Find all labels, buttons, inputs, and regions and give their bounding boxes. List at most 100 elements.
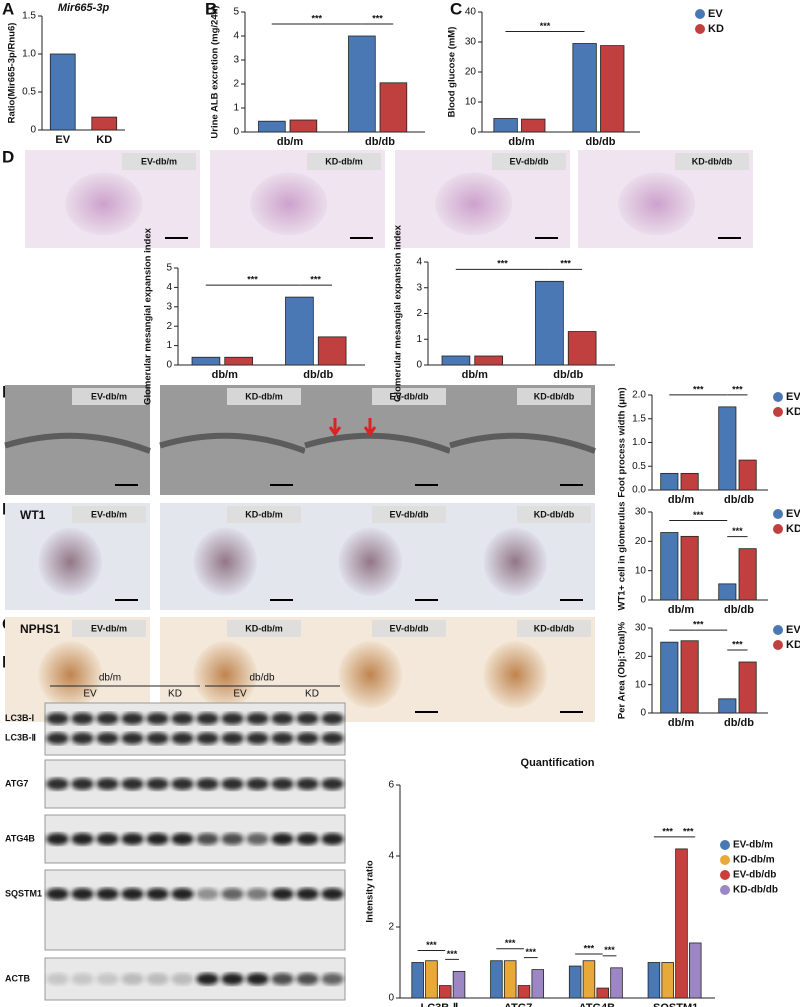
blot-panel <box>44 759 346 809</box>
band <box>146 833 169 845</box>
x-tick-label: ATG7 <box>504 1002 533 1007</box>
significance-label: *** <box>311 13 322 23</box>
band <box>146 888 169 900</box>
band <box>96 732 119 745</box>
micrograph-label: KD-db/m <box>325 156 363 166</box>
y-tick-label: 3 <box>233 55 239 66</box>
micrograph-label: KD-db/db <box>534 623 575 633</box>
legend-label: EV-db/m <box>733 840 773 851</box>
significance-label: *** <box>447 949 458 959</box>
band <box>121 732 144 745</box>
label-box <box>122 153 196 170</box>
y-tick-label: 5 <box>233 7 239 18</box>
bar <box>568 965 582 999</box>
blot-panel <box>44 869 346 951</box>
micrograph-label: EV-db/db <box>390 623 429 633</box>
membrane <box>449 432 597 454</box>
bar <box>224 356 253 366</box>
band <box>146 973 169 985</box>
bar <box>567 331 597 366</box>
legend-marker <box>773 625 783 635</box>
blot-panel <box>44 814 346 864</box>
y-tick-label: 1 <box>416 334 422 345</box>
y-axis-label: Urine ALB excretion (mg/24h) <box>210 5 221 138</box>
legend-marker <box>695 9 705 19</box>
y-tick-label: 1.5 <box>22 11 36 22</box>
y-tick-label: 0 <box>416 360 422 371</box>
y-tick-label: 2 <box>416 308 422 319</box>
y-tick-label: 1 <box>233 103 239 114</box>
x-tick-label: EV <box>55 134 70 146</box>
band <box>196 833 219 845</box>
x-tick-label: db/m <box>462 369 488 381</box>
glomerulus <box>193 641 258 709</box>
band <box>221 712 244 725</box>
bar <box>91 116 118 131</box>
band <box>46 973 69 985</box>
panel-letter: C <box>450 0 462 18</box>
bar <box>680 535 699 601</box>
y-axis-label: Intensity ratio <box>365 860 376 922</box>
significance-label: *** <box>310 274 321 284</box>
band <box>296 973 319 985</box>
band <box>296 778 319 790</box>
y-tick-label: 30 <box>635 507 647 518</box>
band <box>246 833 269 845</box>
row-label: NPHS1 <box>20 622 60 636</box>
significance-label: *** <box>526 947 537 957</box>
band <box>321 833 344 845</box>
bar <box>521 118 546 133</box>
band <box>46 732 69 745</box>
y-tick-label: 1.0 <box>22 49 36 60</box>
y-tick-label: 0 <box>470 127 476 138</box>
label-box <box>492 153 566 170</box>
arrow <box>328 418 342 437</box>
y-tick-label: 6 <box>388 780 394 791</box>
bar <box>452 970 466 999</box>
y-tick-label: 20 <box>635 536 647 547</box>
significance-label: *** <box>693 510 704 520</box>
bar <box>493 118 518 133</box>
significance-label: *** <box>560 259 571 269</box>
bar <box>660 641 679 714</box>
label-box <box>227 388 301 405</box>
glomerulus <box>483 527 548 597</box>
micrograph-label: KD-db/db <box>534 509 575 519</box>
x-tick-label: db/db <box>303 369 333 381</box>
band <box>121 712 144 725</box>
bar <box>379 82 408 133</box>
band <box>246 973 269 985</box>
micrograph-label: EV-db/m <box>141 156 177 166</box>
row-label: WT1 <box>20 508 46 522</box>
band <box>246 732 269 745</box>
y-axis-label: Blood glucose (mM) <box>447 27 458 118</box>
glomerulus <box>38 641 103 709</box>
label-box <box>307 153 381 170</box>
band <box>146 732 169 745</box>
label-box <box>517 506 591 523</box>
y-tick-label: 10 <box>635 565 647 576</box>
glomerulus <box>38 527 103 597</box>
band <box>196 712 219 725</box>
membrane <box>4 432 152 454</box>
band-label: ATG7 <box>5 778 28 788</box>
band <box>271 833 294 845</box>
y-tick-label: 2 <box>166 321 172 332</box>
band-label: LC3B-Ⅱ <box>5 733 36 743</box>
legend-marker <box>695 24 705 34</box>
y-tick-label: 2 <box>233 79 239 90</box>
y-axis-label: Foot process width (μm) <box>617 387 628 497</box>
bar <box>596 987 609 999</box>
y-tick-label: 10 <box>635 679 647 690</box>
group-label: db/db <box>249 673 274 684</box>
bar <box>289 119 318 133</box>
x-tick-label: db/db <box>586 136 616 148</box>
y-tick-label: 4 <box>416 257 422 268</box>
bar <box>582 960 596 999</box>
band <box>71 833 94 845</box>
label-box <box>72 620 146 637</box>
bar <box>647 962 661 999</box>
significance-label: *** <box>372 13 383 23</box>
y-tick-label: 4 <box>233 31 239 42</box>
glomerulus <box>65 172 143 236</box>
